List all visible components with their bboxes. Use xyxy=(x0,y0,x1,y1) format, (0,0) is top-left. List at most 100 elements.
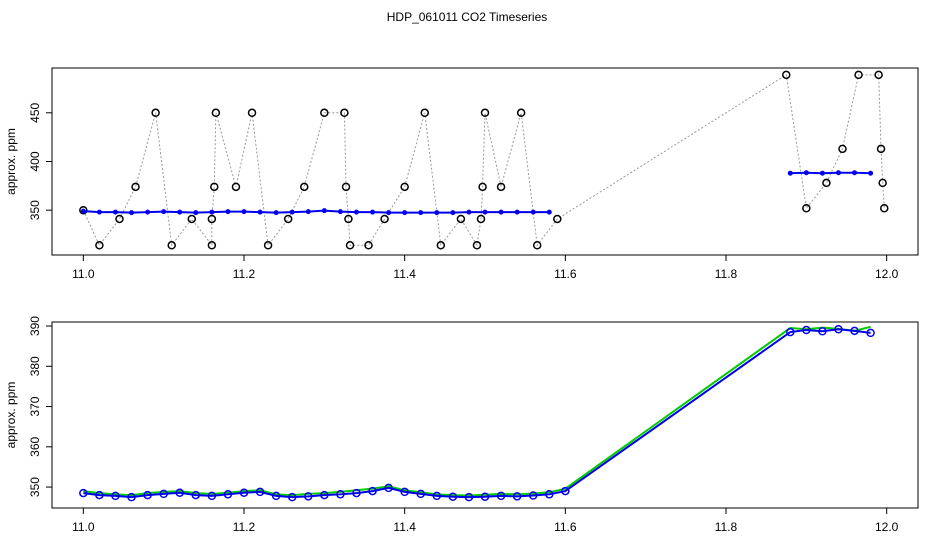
data-point xyxy=(175,488,184,497)
data-point xyxy=(273,210,279,216)
data-point xyxy=(456,214,466,224)
data-point xyxy=(287,492,297,502)
data-point xyxy=(299,182,309,192)
data-point xyxy=(127,492,136,502)
y-tick-label: 450 xyxy=(28,102,42,122)
y-axis-label: approx. ppm xyxy=(4,382,18,449)
data-point xyxy=(341,182,351,192)
data-point xyxy=(434,210,440,216)
data-point xyxy=(496,182,506,192)
data-point xyxy=(418,210,424,216)
data-point xyxy=(239,488,249,497)
data-point xyxy=(159,489,168,499)
data-point xyxy=(207,491,217,501)
data-point xyxy=(802,204,811,213)
data-point xyxy=(838,144,847,154)
x-tick-label: 12.0 xyxy=(875,267,899,281)
data-point xyxy=(95,241,104,250)
data-point xyxy=(819,170,825,176)
figure-title: HDP_061011 CO2 Timeseries xyxy=(387,10,548,24)
data-point xyxy=(386,210,392,216)
data-point xyxy=(472,241,482,250)
data-point xyxy=(874,70,883,80)
data-point xyxy=(512,492,522,501)
data-point xyxy=(786,327,795,337)
data-point xyxy=(448,492,458,501)
data-point xyxy=(834,324,843,334)
data-point xyxy=(476,214,486,224)
data-point xyxy=(850,326,859,336)
y-tick-label: 370 xyxy=(28,396,42,416)
x-tick-label: 11.0 xyxy=(72,267,95,281)
x-tick-label: 11.6 xyxy=(554,267,577,281)
data-point xyxy=(111,491,120,501)
data-point xyxy=(880,204,889,213)
series-line xyxy=(82,73,885,247)
data-point xyxy=(191,490,201,500)
data-point xyxy=(223,490,233,499)
data-point xyxy=(225,209,231,215)
data-point xyxy=(352,488,361,498)
data-point xyxy=(337,209,343,215)
data-point xyxy=(514,209,520,215)
y-axis-label: approx. ppm xyxy=(4,128,18,195)
series-line xyxy=(83,171,871,214)
data-point xyxy=(450,210,456,216)
data-point xyxy=(561,486,570,496)
data-point xyxy=(546,209,552,215)
data-point xyxy=(364,241,373,250)
data-point xyxy=(177,209,183,215)
data-point xyxy=(370,209,376,215)
data-point xyxy=(400,487,409,497)
data-point xyxy=(868,170,874,176)
data-point xyxy=(482,209,488,215)
data-point xyxy=(436,241,446,250)
y-tick-label: 380 xyxy=(28,356,42,376)
data-point xyxy=(530,209,536,215)
y-tick-label: 360 xyxy=(28,436,42,456)
y-tick-label: 350 xyxy=(28,477,42,497)
x-tick-label: 11.2 xyxy=(233,520,256,534)
data-point xyxy=(854,70,863,80)
data-point xyxy=(207,214,217,224)
x-tick-label: 11.8 xyxy=(715,520,738,534)
x-tick-label: 11.8 xyxy=(715,267,738,281)
data-point xyxy=(400,182,409,192)
data-point xyxy=(95,490,104,500)
data-point xyxy=(115,214,124,224)
x-tick-label: 12.0 xyxy=(875,520,899,534)
data-point xyxy=(320,490,329,500)
data-point xyxy=(368,486,377,496)
data-point xyxy=(545,490,554,499)
x-tick-label: 11.0 xyxy=(72,520,95,534)
y-tick-label: 400 xyxy=(28,151,42,171)
data-point xyxy=(321,208,327,214)
data-point xyxy=(402,210,408,216)
x-tick-label: 11.4 xyxy=(393,520,416,534)
x-tick-label: 11.4 xyxy=(393,267,416,281)
data-point xyxy=(193,210,199,216)
data-point xyxy=(835,170,841,176)
data-point xyxy=(289,209,295,215)
data-point xyxy=(432,491,442,501)
data-point xyxy=(143,490,152,500)
data-point xyxy=(145,209,151,215)
data-point xyxy=(822,178,831,188)
data-point xyxy=(320,108,329,118)
data-point xyxy=(818,327,827,336)
data-point xyxy=(161,209,167,215)
data-point xyxy=(866,328,875,338)
data-point xyxy=(852,170,858,176)
y-tick-label: 390 xyxy=(28,316,42,336)
data-point xyxy=(112,209,118,215)
data-point xyxy=(305,209,311,215)
data-point xyxy=(271,491,281,501)
data-point xyxy=(80,208,86,214)
data-point xyxy=(336,490,345,499)
data-point xyxy=(353,209,359,215)
data-point xyxy=(79,488,88,498)
data-point xyxy=(247,108,257,118)
x-tick-label: 11.2 xyxy=(233,267,256,281)
data-point xyxy=(480,492,490,501)
